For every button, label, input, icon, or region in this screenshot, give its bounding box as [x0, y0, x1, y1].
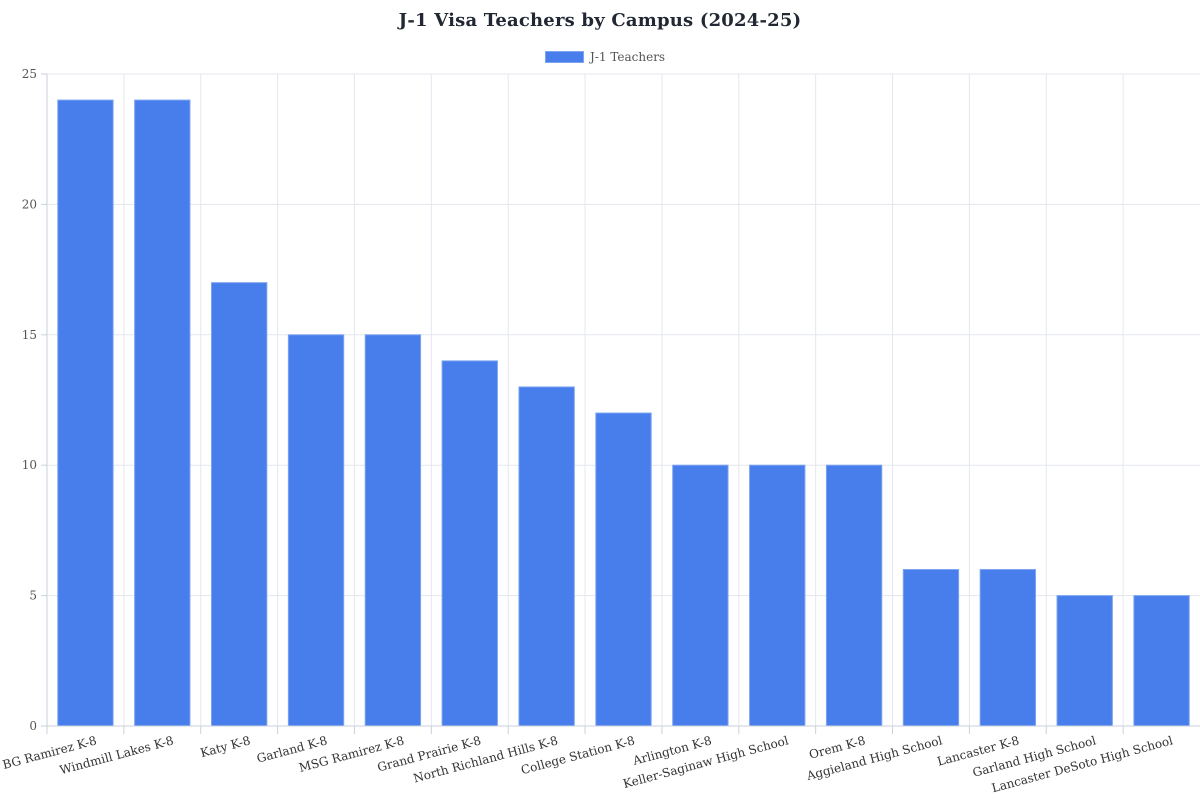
bar[interactable] [1056, 595, 1113, 727]
y-tick-label: 20 [22, 197, 37, 211]
bar[interactable] [979, 569, 1037, 727]
bar[interactable] [672, 464, 729, 727]
axes [46, 74, 1200, 734]
bar[interactable] [57, 99, 114, 727]
x-tick-label: Aggieland High School [804, 733, 944, 783]
y-axis-ticks: 0 5 10 15 20 25 [22, 67, 47, 733]
bar[interactable] [134, 99, 191, 727]
bar[interactable] [287, 334, 345, 727]
bar[interactable] [1133, 595, 1190, 727]
bars [57, 99, 1190, 727]
legend[interactable]: J-1 Teachers [545, 50, 665, 64]
gridlines [47, 73, 1200, 726]
bar[interactable] [518, 386, 575, 727]
x-tick-label: Katy K-8 [199, 733, 252, 760]
y-tick-label: 5 [29, 589, 37, 603]
bar[interactable] [595, 412, 652, 727]
legend-label: J-1 Teachers [590, 50, 666, 64]
y-tick-label: 25 [22, 67, 37, 81]
bar[interactable] [210, 282, 268, 727]
y-tick-label: 10 [22, 458, 37, 472]
bar[interactable] [825, 464, 883, 727]
y-tick-label: 0 [29, 719, 37, 733]
y-tick-label: 15 [22, 328, 37, 342]
bar[interactable] [364, 334, 422, 727]
bar[interactable] [441, 360, 498, 727]
bar[interactable] [902, 569, 960, 727]
bar[interactable] [749, 464, 806, 727]
chart-title: J-1 Visa Teachers by Campus (2024-25) [398, 10, 802, 31]
legend-swatch [545, 51, 584, 63]
